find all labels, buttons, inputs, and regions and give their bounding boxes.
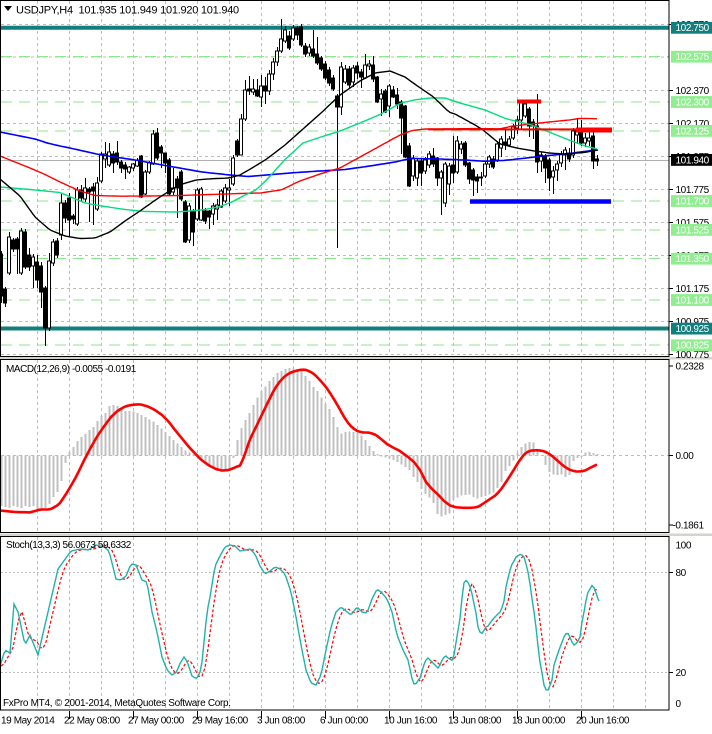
svg-text:0.00: 0.00 xyxy=(676,451,695,462)
svg-text:80: 80 xyxy=(676,568,687,579)
svg-text:10 Jun 16:00: 10 Jun 16:00 xyxy=(384,716,438,727)
svg-text:100.975: 100.975 xyxy=(676,317,710,328)
svg-text:0.2328: 0.2328 xyxy=(676,362,705,373)
svg-text:100: 100 xyxy=(676,541,692,552)
svg-text:100.825: 100.825 xyxy=(676,341,710,352)
svg-text:MACD(12,26,9) -0.0055 -0.0191: MACD(12,26,9) -0.0055 -0.0191 xyxy=(6,364,137,375)
svg-text:101.175: 101.175 xyxy=(676,284,710,295)
svg-text:20: 20 xyxy=(676,668,687,679)
svg-text:3 Jun 08:00: 3 Jun 08:00 xyxy=(257,716,306,727)
svg-text:19 May 2014: 19 May 2014 xyxy=(1,716,55,727)
svg-text:13 Jun 08:00: 13 Jun 08:00 xyxy=(448,716,502,727)
svg-text:101.350: 101.350 xyxy=(676,254,710,265)
svg-text:102.370: 102.370 xyxy=(676,86,710,97)
svg-text:102.750: 102.750 xyxy=(676,23,710,34)
svg-text:27 May 00:00: 27 May 00:00 xyxy=(128,716,185,727)
svg-text:100.925: 100.925 xyxy=(676,324,710,335)
svg-text:102.575: 102.575 xyxy=(676,52,710,63)
svg-text:102.170: 102.170 xyxy=(676,119,710,130)
svg-text:29 May 16:00: 29 May 16:00 xyxy=(192,716,249,727)
svg-text:0: 0 xyxy=(676,699,682,710)
svg-text:102.125: 102.125 xyxy=(676,126,710,137)
svg-text:101.775: 101.775 xyxy=(676,185,710,196)
svg-text:Stoch(13,3,3) 56.0673 59.6332: Stoch(13,3,3) 56.0673 59.6332 xyxy=(6,540,132,551)
svg-text:18 Jun 00:00: 18 Jun 00:00 xyxy=(512,716,566,727)
svg-text:6 Jun 00:00: 6 Jun 00:00 xyxy=(320,716,369,727)
svg-text:101.575: 101.575 xyxy=(676,218,710,229)
svg-text:101.525: 101.525 xyxy=(676,225,710,236)
svg-text:100.775: 100.775 xyxy=(676,350,710,361)
svg-text:22 May 08:00: 22 May 08:00 xyxy=(64,716,121,727)
svg-text:20 Jun 16:00: 20 Jun 16:00 xyxy=(576,716,630,727)
svg-text:FxPro MT4, © 2001-2014, MetaQu: FxPro MT4, © 2001-2014, MetaQuotes Softw… xyxy=(3,698,231,709)
svg-text:101.940: 101.940 xyxy=(676,156,710,167)
svg-text:101.100: 101.100 xyxy=(676,295,710,306)
svg-text:101.700: 101.700 xyxy=(676,196,710,207)
svg-text:102.300: 102.300 xyxy=(676,97,710,108)
svg-text:-0.1861: -0.1861 xyxy=(673,521,705,532)
svg-text:USDJPY,H4 101.935 101.949 101: USDJPY,H4 101.935 101.949 101.920 101.94… xyxy=(16,5,239,17)
